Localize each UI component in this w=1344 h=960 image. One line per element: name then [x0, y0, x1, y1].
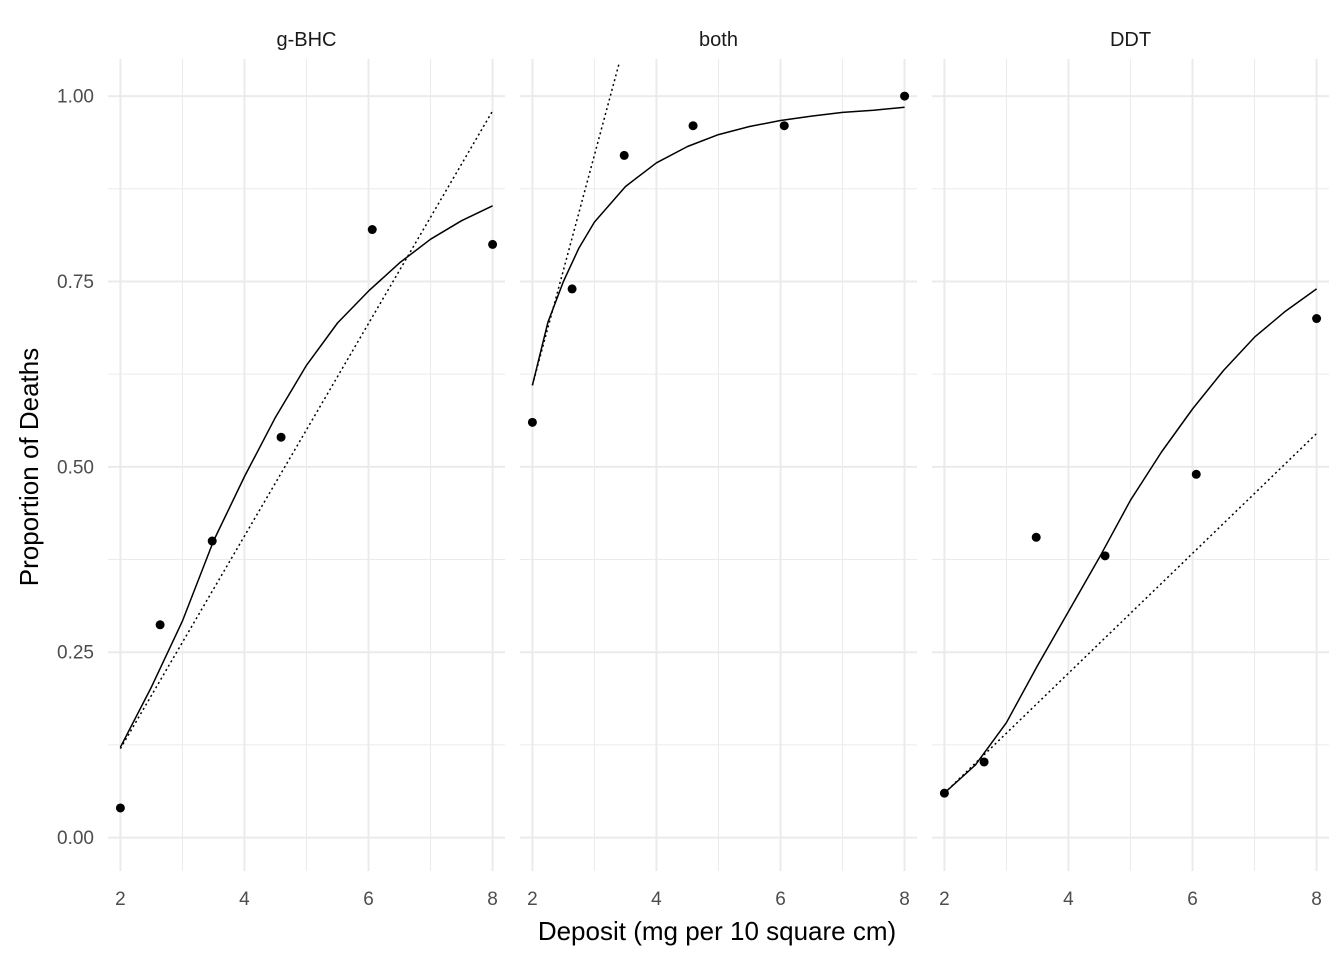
grid-lines [108, 59, 505, 871]
facet-strip-label: DDT [1110, 29, 1151, 51]
x-tick-label: 4 [239, 889, 250, 910]
data-point [276, 432, 286, 442]
facet-panel-g-bhc: g-BHC 2 4 6 8 [108, 29, 505, 910]
data-point [207, 536, 217, 546]
x-tick-label: 6 [363, 889, 374, 910]
facet-panel-both: both 2 4 6 8 [520, 29, 917, 910]
data-point [1312, 314, 1322, 324]
data-point [688, 121, 698, 131]
linear-fit-line [531, 62, 621, 386]
y-tick-label: 0.75 [57, 272, 94, 293]
y-tick-label: 1.00 [57, 87, 94, 108]
facet-panel-ddt: DDT 2 4 6 8 [932, 29, 1329, 910]
data-point [619, 150, 629, 160]
x-tick-label: 4 [651, 889, 662, 910]
x-tick-label: 4 [1063, 889, 1074, 910]
data-point [155, 620, 165, 630]
linear-fit-line [943, 432, 1318, 794]
data-point [900, 91, 910, 101]
logistic-fit-curve [119, 205, 493, 748]
data-point [1191, 469, 1201, 479]
data-point [1100, 551, 1110, 561]
data-point [779, 121, 789, 131]
logistic-fit-curve [943, 288, 1318, 794]
x-tick-label: 2 [527, 889, 538, 910]
data-point [1031, 532, 1041, 542]
grid-lines [520, 59, 917, 871]
x-tick-label: 8 [487, 889, 498, 910]
y-tick-label: 0.00 [57, 828, 94, 849]
x-tick-label: 6 [775, 889, 786, 910]
data-point [567, 284, 577, 294]
x-tick-label: 2 [115, 889, 126, 910]
y-tick-label: 0.50 [57, 457, 94, 478]
y-tick-label: 0.25 [57, 643, 94, 664]
x-tick-label: 2 [939, 889, 950, 910]
data-point [488, 239, 498, 249]
data-point [367, 225, 377, 235]
x-tick-label: 8 [899, 889, 910, 910]
facet-strip-label: both [699, 29, 738, 51]
facet-strip-label: g-BHC [276, 29, 336, 51]
data-point [939, 788, 949, 798]
logistic-fit-curve [531, 106, 905, 386]
y-axis-title: Proportion of Deaths [14, 348, 44, 586]
x-axis-title: Deposit (mg per 10 square cm) [538, 916, 896, 946]
data-point [979, 757, 989, 767]
data-point [527, 417, 537, 427]
linear-fit-line [119, 110, 494, 749]
x-tick-label: 6 [1187, 889, 1198, 910]
x-tick-label: 8 [1311, 889, 1322, 910]
data-point [115, 803, 125, 813]
grid-lines [932, 59, 1329, 871]
